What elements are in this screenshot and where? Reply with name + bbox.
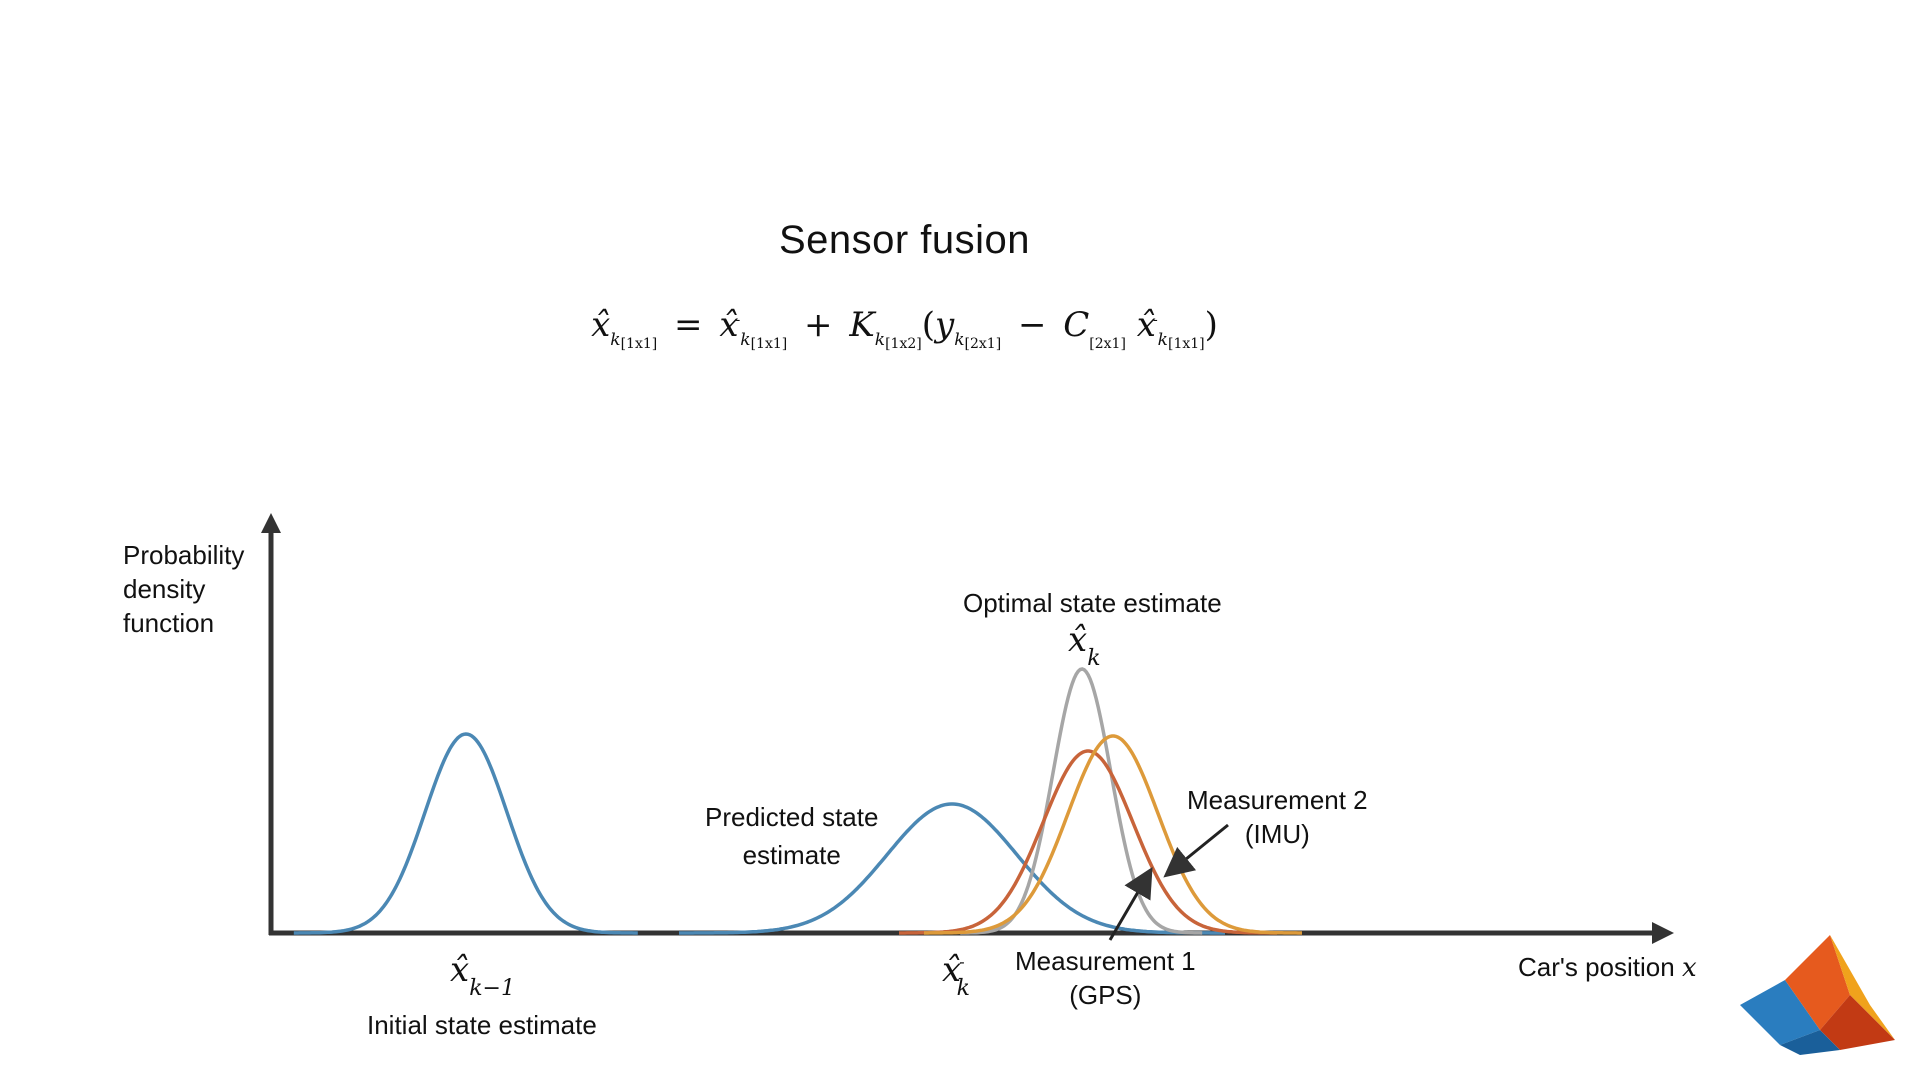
predicted-estimate-curve [679,802,1225,935]
measurement-1-curve [899,749,1277,935]
measurement-1-arrow [1108,867,1153,941]
matlab-logo-icon [1740,935,1895,1055]
kalman-equation: x̂k[1x1] = x̂-k[1x1] + Kk[1x2](yk[2x1] −… [591,305,1218,352]
optimal-state-label: Optimal state estimate [963,588,1222,618]
initial-state-symbol: x̂k−1 [450,950,515,1001]
y-axis-label: Probability density function [123,540,245,638]
measurement-1-label: Measurement 1 (GPS) [1015,946,1196,1010]
measurement-2-arrow [1163,823,1229,878]
predicted-state-label: Predicted state estimate [705,802,879,870]
measurement-2-label: Measurement 2 (IMU) [1187,785,1368,849]
y-axis-arrow-icon [261,513,281,533]
initial-state-label: Initial state estimate [367,1010,597,1040]
eq-xhat: x̂ [591,305,611,345]
optimal-estimate-curve [960,667,1203,935]
x-axis-label: Car's position x [1518,952,1697,983]
x-axis-arrow-icon [1652,922,1674,944]
initial-estimate-curve [293,732,638,935]
diagram-title: Sensor fusion [778,218,1031,262]
measurement-2-curve [924,734,1302,935]
optimal-state-symbol: x̂k [1068,620,1101,671]
predicted-state-symbol: x̂-k [942,950,970,1001]
